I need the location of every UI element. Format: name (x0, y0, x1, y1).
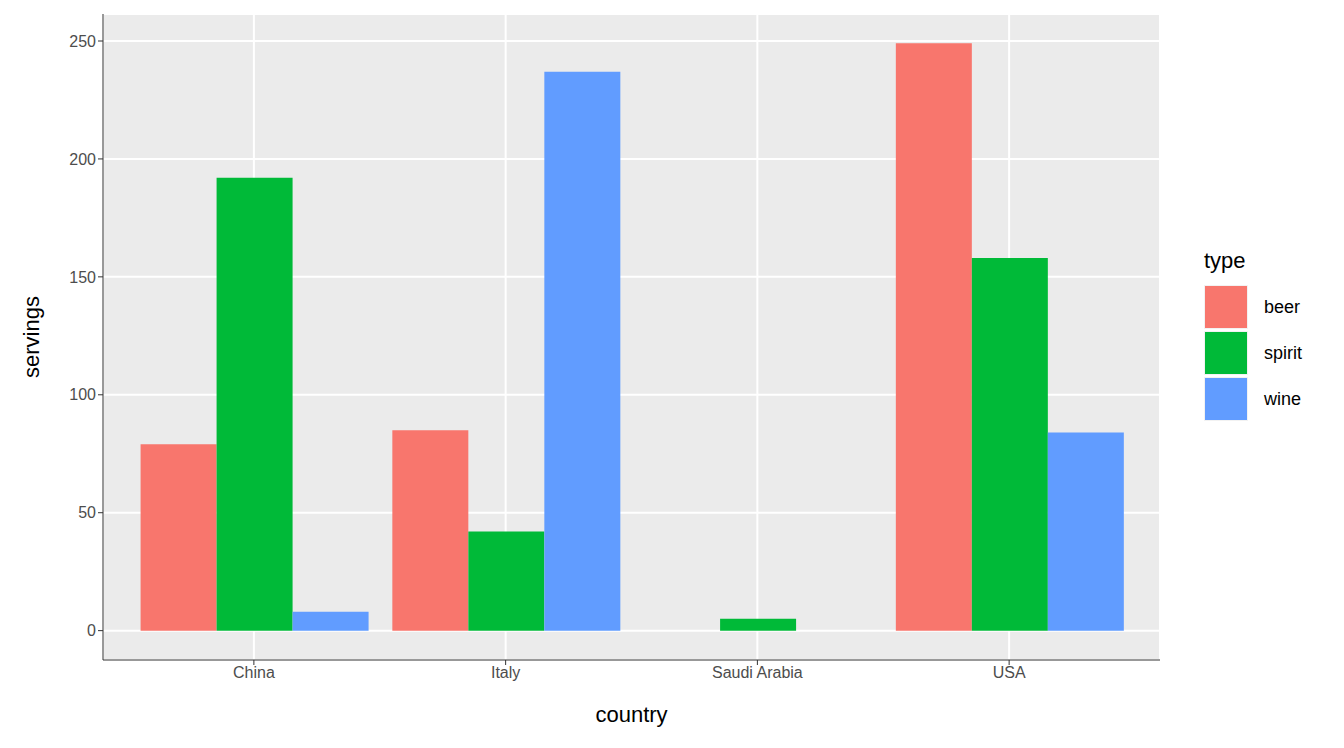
svg-text:100: 100 (69, 386, 96, 403)
svg-text:Italy: Italy (491, 664, 520, 681)
html-text:spirit: spirit (1264, 342, 1302, 363)
svg-text:250: 250 (69, 33, 96, 50)
svg-text:China: China (233, 664, 275, 681)
html-text:wine: wine (1264, 388, 1301, 409)
html-text:beer: beer (1264, 296, 1300, 317)
svg-text:150: 150 (69, 269, 96, 286)
svg-text:0: 0 (87, 622, 96, 639)
svg-text:Saudi Arabia: Saudi Arabia (712, 664, 803, 681)
html-text:servings: servings (19, 296, 44, 378)
svg-text:USA: USA (993, 664, 1026, 681)
svg-text:50: 50 (78, 504, 96, 521)
html-text:country: country (595, 702, 668, 727)
svg-text:200: 200 (69, 151, 96, 168)
html-text:type: type (1204, 248, 1246, 273)
